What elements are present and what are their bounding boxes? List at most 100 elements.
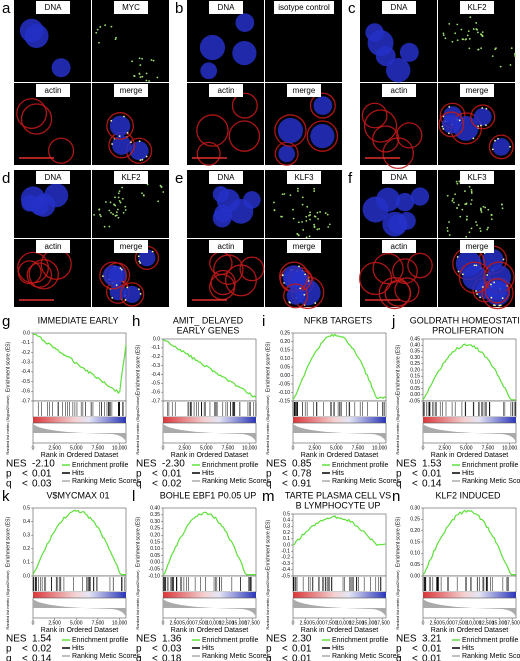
y-tick-label: -0.10 xyxy=(279,390,291,396)
marker-dot xyxy=(442,34,445,37)
label-box xyxy=(209,1,243,14)
stat-label: q xyxy=(136,654,142,661)
merge-dot xyxy=(139,262,142,264)
marker-dot xyxy=(297,187,299,190)
nucleus xyxy=(382,211,408,237)
legend-label: Hits xyxy=(72,645,85,652)
x-tick-label: 7,500 xyxy=(325,620,338,626)
marker-dot xyxy=(444,37,447,40)
legend-label: Enrichment profile xyxy=(332,462,389,469)
marker-dot xyxy=(313,223,315,226)
gsea-title: B LYMPHOCYTE UP xyxy=(296,500,381,510)
stat-value: 0.02 xyxy=(162,479,182,490)
stat-value: 0.01 xyxy=(422,654,442,661)
marker-dot xyxy=(475,221,477,223)
label-box xyxy=(114,240,148,253)
stat-lt: < xyxy=(152,469,158,480)
nucleus xyxy=(235,13,255,32)
marker-dot xyxy=(145,79,148,82)
y-tick-label: 0.25 xyxy=(150,526,160,532)
x-tick-label: 12,500 xyxy=(219,620,235,626)
marker-dot xyxy=(470,190,473,193)
merge-dot xyxy=(485,124,487,127)
stat-lt: < xyxy=(152,644,158,655)
legend-label: Hits xyxy=(202,470,215,477)
merge-dot xyxy=(281,274,284,277)
micro-label: merge xyxy=(293,86,316,95)
micro-label: DNA xyxy=(218,3,236,12)
actin-ring xyxy=(309,92,336,119)
actin-ring xyxy=(283,283,309,309)
actin-ring xyxy=(488,134,514,160)
metric-area xyxy=(423,424,516,442)
y-tick-label: -0.3 xyxy=(151,363,160,369)
x-tick-label: 5,000 xyxy=(442,620,455,626)
actin-ring xyxy=(361,102,388,129)
nucleus xyxy=(109,115,131,137)
merge-dot xyxy=(448,105,451,108)
micro-label: DNA xyxy=(391,173,409,182)
y-tick-label: 0.5 xyxy=(283,511,290,517)
merge-dot xyxy=(494,139,496,142)
merge-dot xyxy=(145,155,148,158)
x-tick-label: 2,500 xyxy=(48,620,61,626)
marker-dot xyxy=(468,47,471,50)
micro-label: KLF2 xyxy=(467,3,487,12)
y-tick-label: 0.10 xyxy=(150,546,160,552)
rank-colorbar xyxy=(293,417,386,423)
actin-ring xyxy=(28,259,59,290)
marker-dot xyxy=(490,214,493,217)
y-axis-label: Enrichment score (ES) xyxy=(265,520,271,571)
legend-label: Enrichment profile xyxy=(72,637,129,644)
gsea-title: TARTE PLASMA CELL VS xyxy=(285,490,391,500)
marker-dot xyxy=(162,191,165,193)
merge-dot xyxy=(139,293,142,295)
merge-dot xyxy=(475,290,477,292)
stat-lt: < xyxy=(412,644,418,655)
micro-label: isotype control xyxy=(278,3,330,12)
label-box xyxy=(36,171,70,184)
y-tick-label: 0.3 xyxy=(283,524,290,530)
enrichment-profile xyxy=(33,333,127,395)
marker-dot xyxy=(99,213,101,216)
nucleus xyxy=(488,281,507,300)
y-tick-label: 0.15 xyxy=(410,539,420,545)
merge-dot xyxy=(130,141,132,144)
marker-dot xyxy=(308,214,310,217)
y-tick-label: 0.05 xyxy=(410,386,420,392)
merge-dot xyxy=(479,296,481,299)
y-tick-label: -0.1 xyxy=(281,549,290,555)
merge-dot xyxy=(490,296,493,299)
es-frame xyxy=(32,507,127,577)
marker-dot xyxy=(302,229,305,231)
x-tick-label: 12,500 xyxy=(349,620,365,626)
y-tick-label: -0.05 xyxy=(279,381,291,387)
legend-label: Enrichment profile xyxy=(72,462,129,469)
y-tick-label: -0.5 xyxy=(151,381,160,387)
stat-value: 1.53 xyxy=(422,459,442,470)
stat-label: p xyxy=(136,644,142,655)
marker-dot xyxy=(468,185,471,188)
marker-dot xyxy=(157,200,160,203)
label-box xyxy=(36,1,70,14)
gsea-title: IMMEDIATE EARLY xyxy=(38,315,119,325)
stat-lt: < xyxy=(22,469,28,480)
merge-dot xyxy=(137,255,140,258)
marker-dot xyxy=(150,59,153,61)
nucleus xyxy=(216,189,240,213)
panel-letter: k xyxy=(2,488,10,505)
x-tick-label: 0 xyxy=(162,445,165,451)
nucleus xyxy=(102,265,124,286)
y-tick-label: -0.4 xyxy=(281,567,290,573)
marker-dot xyxy=(479,207,482,210)
marker-dot xyxy=(481,35,484,38)
x-tick-label: 0 xyxy=(32,445,35,451)
marker-dot xyxy=(104,24,107,27)
x-axis-label: Rank in Ordered Dataset xyxy=(41,452,118,459)
stat-lt: < xyxy=(152,479,158,490)
x-axis-label: Rank in Ordered Dataset xyxy=(41,627,118,634)
y-tick-label: 0.30 xyxy=(410,355,420,361)
x-tick-label: 10,000 xyxy=(112,620,128,626)
marker-dot xyxy=(456,207,458,209)
